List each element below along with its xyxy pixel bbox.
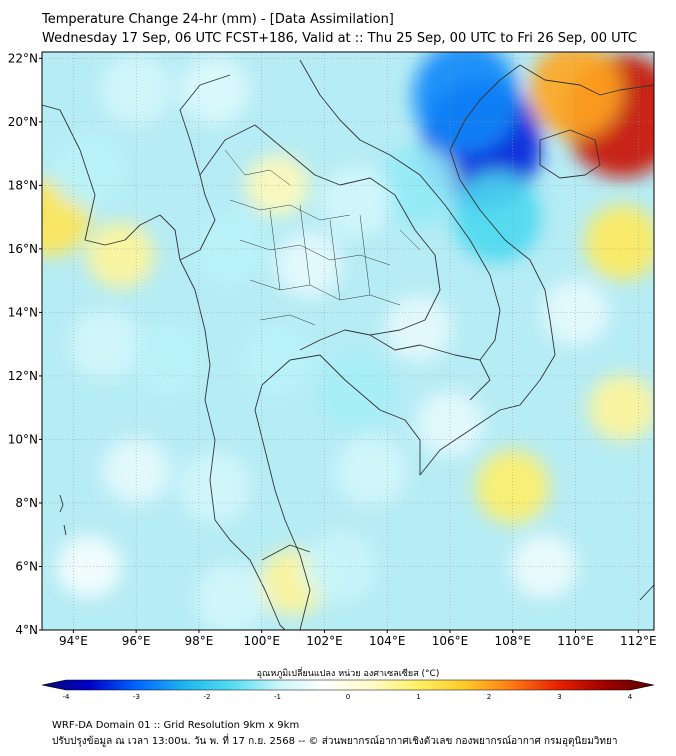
border-thailand-north [199, 124, 441, 351]
field-cell-25 [303, 529, 378, 604]
colorbar-tick-label: 3 [557, 693, 561, 701]
colorbar-tick-label: 0 [346, 693, 350, 701]
field-cell-27 [178, 451, 251, 523]
field-cell-8 [86, 222, 155, 289]
coastline-hainan [539, 129, 601, 179]
coastline-andaman-islands [59, 494, 67, 536]
coastline-borneo-edge [639, 584, 654, 601]
lat-tick-label: 20°N [8, 115, 38, 129]
lat-tick-label: 10°N [8, 432, 38, 446]
province-lines [224, 149, 421, 326]
field-cell-22 [316, 352, 395, 432]
border-laos-vietnam [299, 59, 501, 361]
field-cell-2 [453, 171, 542, 263]
map-figure: 22°N 20°N 18°N 16°N 14°N 12°N 10°N 8°N 6°N 4°N 94… [8, 51, 657, 701]
colorbar-tick-label: 4 [628, 693, 633, 701]
map-plot-area: 22°N 20°N 18°N 16°N 14°N 12°N 10°N 8°N 6°N 4°N 94… [8, 51, 657, 648]
lat-tick-label: 8°N [15, 496, 38, 510]
colorbar-tick-label: 1 [416, 693, 420, 701]
lon-tick-label: 98°E [184, 634, 213, 648]
field-cell-13 [179, 55, 250, 125]
coastline-peninsula [214, 519, 286, 630]
colorbar-title: อุณหภูมิเปลี่ยนแปลง หน่วย องศาเซลเซียส (… [257, 666, 440, 679]
lon-tick-label: 104°E [369, 634, 406, 648]
lon-tick-label: 100°E [243, 634, 280, 648]
coastlines-and-borders [42, 59, 654, 630]
lat-tick-label: 14°N [8, 305, 38, 319]
field-cell-23 [384, 295, 453, 362]
field-cell-30 [511, 534, 578, 599]
lon-tick-label: 108°E [495, 634, 532, 648]
border-myanmar-thailand [179, 74, 231, 261]
field-cell-19 [68, 308, 141, 380]
colorbar-tick-label: -4 [63, 693, 71, 701]
lat-tick-label: 22°N [8, 51, 38, 65]
border-cambodia [369, 334, 491, 401]
field-cell-1 [412, 52, 519, 153]
field-cell-18 [319, 165, 392, 237]
lon-tick-label: 102°E [306, 634, 343, 648]
lat-tick-label: 12°N [8, 369, 38, 383]
lon-tick-label: 110°E [557, 634, 594, 648]
colorbar-tick-label: -3 [133, 693, 140, 701]
field-cell-14 [100, 54, 173, 126]
field-cell-3 [378, 144, 459, 226]
field-cell-31 [57, 535, 122, 598]
field-cell-16 [192, 210, 269, 287]
footer-model-info: WRF-DA Domain 01 :: Grid Resolution 9km … [52, 720, 300, 731]
map-border [41, 51, 655, 631]
lat-tick-label: 16°N [8, 242, 38, 256]
field-cell-12 [245, 154, 310, 217]
colorbar-strip [41, 679, 655, 691]
coastline-china-south [519, 64, 654, 96]
field-cell-20 [129, 322, 206, 399]
field-cell-29 [541, 279, 610, 346]
colorbar-tick-label: 2 [487, 693, 491, 701]
colorbar-ticks: -4 -3 -2 -1 0 1 2 3 4 [63, 693, 633, 701]
colorbar-tick-label: -2 [204, 693, 211, 701]
lon-tick-label: 112°E [620, 634, 657, 648]
colorbar: อุณหภูมิเปลี่ยนแปลง หน่วย องศาเซลเซียส (… [41, 666, 655, 701]
lon-tick-label: 96°E [122, 634, 151, 648]
lat-tick-label: 4°N [15, 623, 38, 637]
latitude-axis: 22°N 20°N 18°N 16°N 14°N 12°N 10°N 8°N 6°N 4°N [8, 51, 42, 637]
border-malaysia-thailand [261, 544, 311, 561]
lat-tick-label: 6°N [15, 559, 38, 573]
field-cell-15 [51, 131, 128, 208]
colorbar-tick-label: -1 [274, 693, 281, 701]
field-cell-5 [529, 52, 622, 138]
coastline-myanmar [42, 104, 216, 521]
lat-tick-label: 18°N [8, 178, 38, 192]
field-cell-17 [274, 231, 343, 298]
field-cell-24 [335, 435, 408, 507]
map-gridlines [42, 52, 654, 630]
field-cell-10 [588, 374, 654, 441]
coastline-gulf-of-thailand [254, 64, 556, 630]
lon-tick-label: 94°E [59, 634, 88, 648]
field-cell-21 [239, 322, 316, 399]
field-cell-6 [584, 204, 654, 281]
map-title: Temperature Change 24-hr (mm) - [Data As… [42, 12, 394, 27]
map-subtitle: Wednesday 17 Sep, 06 UTC FCST+186, Valid… [42, 31, 637, 46]
footer-update-info: ปรับปรุงข้อมูล ณ เวลา 13:00น. วัน พ. ที่… [52, 736, 618, 747]
field-cell-32 [416, 390, 484, 457]
field-cell-28 [194, 562, 267, 630]
longitude-axis: 94°E 96°E 98°E 100°E 102°E 104°E 106°E 108°E 110… [59, 630, 657, 648]
temperature-change-field [42, 52, 654, 630]
lon-tick-label: 106°E [432, 634, 469, 648]
field-cell-26 [102, 438, 171, 505]
